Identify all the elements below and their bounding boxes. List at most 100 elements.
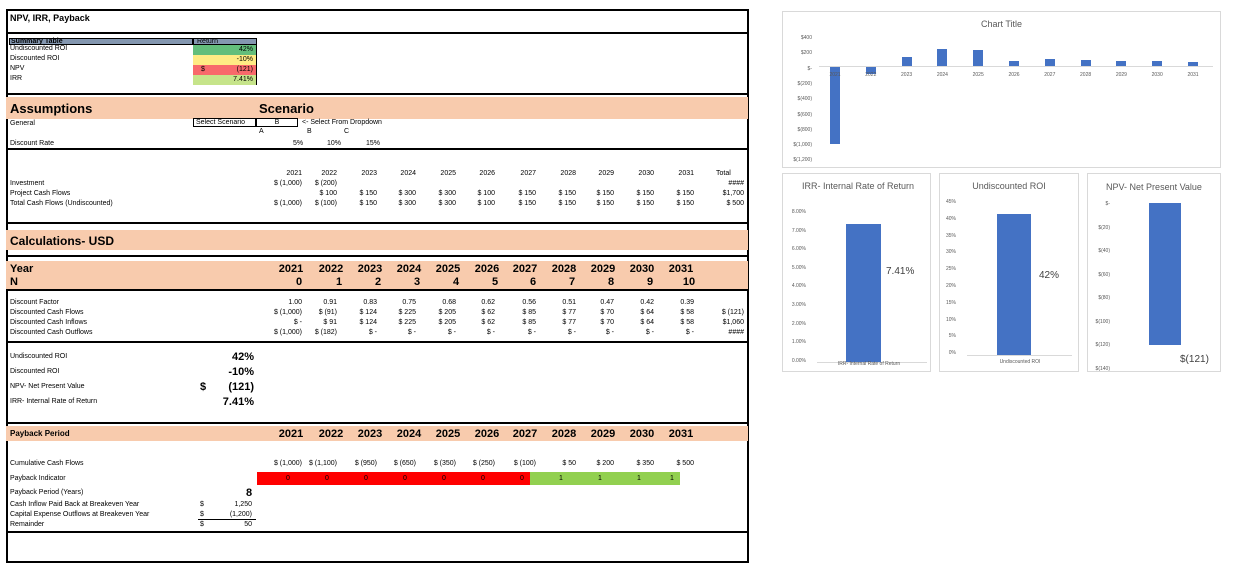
npv-y-tick: $(80) (1098, 295, 1110, 301)
cash-year-header: 2022 (321, 170, 337, 177)
cash-cell: $ 100 (319, 190, 337, 197)
cash-cell: $ (1,000) (273, 180, 302, 187)
roi-chart[interactable]: Undiscounted ROI 45% 40% 35% 30% 25% 20% 15% 10… (939, 173, 1079, 372)
irr-y-tick: 7.00% (791, 227, 806, 234)
metric-label: IRR- Internal Rate of Return (10, 398, 98, 405)
calc-cell: $ 64 (640, 319, 654, 326)
cash-cell: $ 300 (398, 190, 416, 197)
metric-value: -10% (228, 366, 254, 378)
cash-cell: $ 150 (636, 200, 654, 207)
cash-year-header: 2027 (520, 170, 536, 177)
cash-row-label: Project Cash Flows (10, 190, 71, 197)
summary-header: Summary Table (9, 38, 193, 45)
calc-year-header: 2030 (629, 263, 655, 275)
calc-cell: $ - (567, 329, 576, 336)
calc-n-value: 5 (491, 276, 499, 288)
summary-return-header: Return (193, 38, 257, 45)
payback-detail-label: Remainder (10, 521, 45, 528)
main-x-tick: 2025 (972, 72, 984, 78)
calc-cell: 0.68 (442, 299, 456, 306)
calc-cell: $ 225 (398, 309, 416, 316)
cash-year-header: 2031 (678, 170, 694, 177)
scenario-dropdown[interactable]: B (256, 118, 298, 127)
cash-cell: $ 150 (359, 190, 377, 197)
indicator-cell: 0 (491, 472, 530, 485)
payback-detail-value: 1,250 (234, 501, 252, 508)
payback-title: Payback Period (10, 429, 70, 438)
calc-cell: $ - (407, 329, 416, 336)
assumptions-band (6, 97, 748, 119)
summary-value-text: -10% (236, 56, 253, 63)
cash-cell: $ (1,000) (273, 200, 302, 207)
irr-y-tick: 1.00% (791, 339, 806, 346)
calc-total-cell: $1,060 (722, 319, 744, 326)
payback-year-header: 2022 (318, 428, 344, 440)
main-bar (1080, 60, 1091, 66)
cumulative-cell: $ (1,000) (273, 460, 302, 467)
payback-year-header: 2030 (629, 428, 655, 440)
payback-band (6, 426, 748, 441)
divider (6, 32, 749, 34)
roi-y-tick: 15% (945, 299, 956, 306)
main-y-tick: $400 (800, 35, 812, 41)
calc-cell: 0.39 (680, 299, 694, 306)
summary-row-value: 7.41% (193, 75, 257, 85)
indicator-cell: 1 (530, 472, 569, 485)
main-bar (1116, 60, 1127, 66)
cumulative-cell: $ 200 (596, 460, 614, 467)
calc-year-header: 2021 (278, 263, 304, 275)
main-x-tick: 2024 (936, 72, 948, 78)
indicator-value: 0 (325, 475, 329, 482)
roi-y-tick: 0% (948, 350, 956, 357)
cash-flow-chart[interactable]: Chart Title $400 $200 $- $(200) $(400) $(600)… (782, 11, 1221, 168)
summary-row-value: $ (121) (193, 65, 257, 75)
calculations-band (6, 230, 748, 250)
summary-table: Summary Table Return Undiscounted ROI 42%… (9, 38, 258, 87)
main-x-tick: 2030 (1151, 72, 1163, 78)
calc-cell: $ 205 (438, 319, 456, 326)
payback-period-label: Payback Period (Years) (10, 489, 84, 496)
calc-cell: 0.56 (522, 299, 536, 306)
metric-value: (121) (228, 381, 254, 393)
indicator-cell: 1 (647, 472, 680, 485)
general-label: General (10, 120, 35, 127)
irr-category-label: IRR- Internal Rate of Return (837, 361, 901, 367)
summary-row-value: 42% (193, 45, 257, 55)
main-x-tick: 2023 (901, 72, 913, 78)
npv-y-tick: $(140) (1095, 365, 1110, 372)
divider (6, 255, 749, 257)
calc-cell: $ 62 (481, 319, 495, 326)
metric-label: Undiscounted ROI (10, 353, 68, 360)
indicator-value: 0 (442, 475, 446, 482)
cash-cell: $ 150 (596, 190, 614, 197)
calc-cell: $ 85 (522, 319, 536, 326)
calc-n-value: 7 (568, 276, 576, 288)
npv-chart[interactable]: NPV- Net Present Value $- $(20) $(40) $(60)… (1087, 173, 1221, 372)
main-y-tick: $(200) (797, 80, 812, 87)
irr-chart[interactable]: IRR- Internal Rate of Return 8.00% 7.00% 6… (782, 173, 931, 372)
main-bar (937, 48, 948, 66)
cash-cell: $ 150 (518, 200, 536, 207)
discount-rate-a: 5% (293, 140, 304, 147)
currency-symbol: $ (200, 521, 204, 528)
irr-y-tick: 8.00% (791, 209, 806, 215)
roi-y-tick: 5% (948, 333, 956, 340)
main-x-tick: 2026 (1008, 72, 1020, 78)
currency-symbol: $ (200, 381, 207, 393)
currency-symbol: $ (200, 501, 204, 508)
npv-bar (1149, 203, 1181, 346)
calc-year-header: 2025 (435, 263, 461, 275)
calc-cell: $ (1,000) (273, 329, 302, 336)
cash-cell: $ 300 (438, 190, 456, 197)
main-y-tick: $(600) (797, 111, 812, 118)
roi-data-label: 42% (1039, 270, 1060, 281)
cash-cell: $ 150 (558, 190, 576, 197)
main-x-tick: 2029 (1115, 72, 1127, 78)
cash-cell: $ (200) (314, 180, 337, 187)
cash-year-header: 2025 (440, 170, 456, 177)
irr-y-tick: 3.00% (791, 302, 806, 308)
indicator-cell: 0 (296, 472, 335, 485)
roi-y-tick: 10% (945, 316, 956, 323)
main-bar (1152, 61, 1163, 66)
indicator-value: 1 (559, 475, 563, 482)
